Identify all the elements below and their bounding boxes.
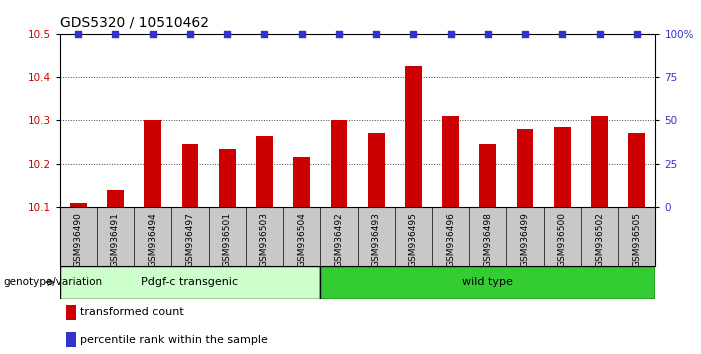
Point [333, 31, 344, 36]
Point [110, 31, 121, 36]
Text: GSM936499: GSM936499 [521, 212, 529, 267]
Bar [182, 144, 198, 207]
Bar [70, 203, 87, 207]
Point [445, 31, 456, 36]
Bar [591, 116, 608, 207]
Bar [60, 266, 320, 299]
Text: GSM936504: GSM936504 [297, 212, 306, 267]
Text: wild type: wild type [463, 277, 513, 287]
Point [557, 31, 568, 36]
Text: GSM936501: GSM936501 [223, 212, 231, 267]
Text: GSM936505: GSM936505 [632, 212, 641, 267]
Point [482, 31, 494, 36]
Text: GSM936498: GSM936498 [484, 212, 492, 267]
Point [73, 31, 84, 36]
Text: genotype/variation: genotype/variation [4, 277, 102, 287]
Text: GSM936497: GSM936497 [186, 212, 194, 267]
Bar [368, 133, 385, 207]
Point [296, 31, 307, 36]
Bar [144, 120, 161, 207]
Point [408, 31, 419, 36]
Bar [219, 149, 236, 207]
Bar [554, 127, 571, 207]
Bar [442, 116, 459, 207]
Text: GSM936491: GSM936491 [111, 212, 120, 267]
Point [371, 31, 382, 36]
Bar [628, 133, 645, 207]
Text: GSM936496: GSM936496 [446, 212, 455, 267]
Bar [107, 190, 124, 207]
Bar [320, 266, 655, 299]
Point [222, 31, 233, 36]
Bar [517, 129, 533, 207]
Text: GSM936502: GSM936502 [595, 212, 604, 267]
Bar [66, 304, 76, 320]
Point [594, 31, 605, 36]
Point [631, 31, 642, 36]
Text: GSM936492: GSM936492 [334, 212, 343, 267]
Text: GSM936490: GSM936490 [74, 212, 83, 267]
Text: GSM936493: GSM936493 [372, 212, 381, 267]
Text: GSM936495: GSM936495 [409, 212, 418, 267]
Bar [479, 144, 496, 207]
Text: GSM936500: GSM936500 [558, 212, 567, 267]
Text: GSM936503: GSM936503 [260, 212, 269, 267]
Bar [66, 332, 76, 347]
Text: GSM936494: GSM936494 [148, 212, 157, 267]
Bar [405, 66, 422, 207]
Text: GDS5320 / 10510462: GDS5320 / 10510462 [60, 16, 209, 30]
Bar [293, 157, 310, 207]
Text: percentile rank within the sample: percentile rank within the sample [81, 335, 268, 345]
Point [259, 31, 270, 36]
Bar [256, 136, 273, 207]
Point [184, 31, 196, 36]
Text: transformed count: transformed count [81, 307, 184, 317]
Bar [330, 120, 347, 207]
Point [147, 31, 158, 36]
Text: Pdgf-c transgenic: Pdgf-c transgenic [142, 277, 238, 287]
Point [519, 31, 531, 36]
